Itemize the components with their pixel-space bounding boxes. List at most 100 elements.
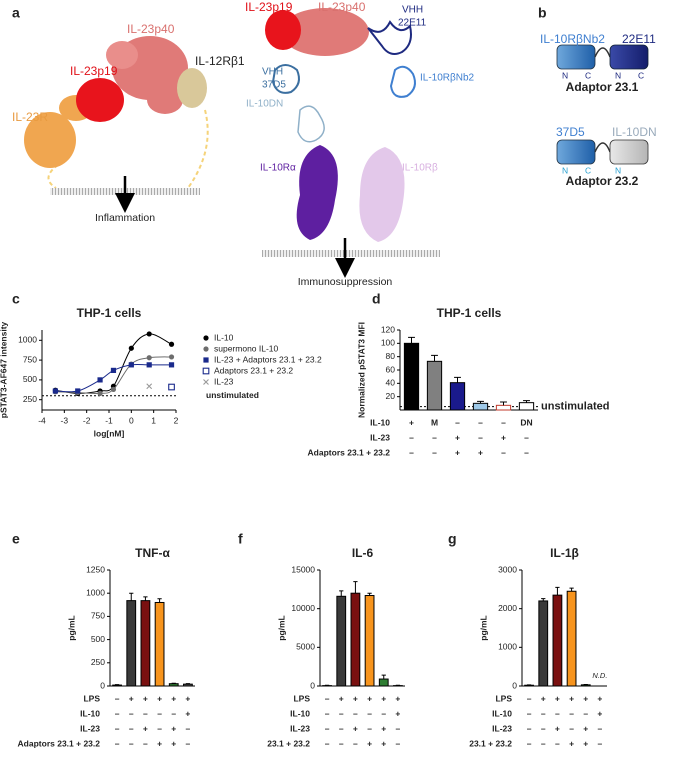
y-tick-label: 250 — [23, 394, 37, 404]
point — [110, 386, 117, 393]
condition-mark: – — [325, 693, 330, 703]
condition-mark: + — [541, 693, 546, 703]
condition-mark: – — [409, 447, 414, 457]
caption: Inflammation — [95, 212, 155, 224]
label: IL-23p19 — [245, 0, 293, 14]
condition-mark: – — [527, 738, 532, 748]
label: 22E11 — [398, 18, 427, 29]
y-axis-label: pg/mL — [66, 615, 76, 641]
y-tick-label: 60 — [386, 364, 396, 374]
legend-marker — [203, 346, 209, 352]
condition-mark: – — [381, 708, 386, 718]
point — [168, 362, 175, 368]
x-tick-label: 1 — [151, 415, 156, 425]
error-bar — [523, 400, 530, 403]
condition-mark: – — [555, 738, 560, 748]
bar — [552, 594, 563, 687]
condition-mark: – — [583, 708, 588, 718]
condition-mark: + — [569, 693, 574, 703]
panel-label: g — [448, 531, 457, 547]
condition-label: IL-23 — [492, 723, 512, 733]
condition-mark: – — [478, 417, 483, 427]
condition-mark: + — [157, 738, 162, 748]
legend-label: supermono IL-10 — [214, 343, 279, 353]
bar — [364, 595, 375, 687]
terminus: N — [615, 70, 621, 80]
error-bar — [555, 586, 560, 596]
y-tick-label: 10000 — [291, 603, 315, 613]
legend-label: IL-23 + Adaptors 23.1 + 23.2 — [214, 354, 322, 364]
y-tick-label: 3000 — [498, 564, 517, 574]
condition-mark: + — [381, 693, 386, 703]
y-tick-label: 750 — [91, 611, 105, 621]
condition-mark: – — [115, 708, 120, 718]
condition-mark: – — [325, 738, 330, 748]
error-bar — [431, 354, 438, 362]
condition-mark: – — [186, 738, 191, 748]
y-axis-label: Normalized pSTAT3 MFI — [356, 322, 366, 418]
error-bar — [500, 401, 507, 406]
error-bar — [569, 587, 574, 592]
condition-label: LPS — [293, 693, 310, 703]
point — [146, 362, 152, 368]
bar — [112, 684, 122, 687]
condition-mark: + — [143, 723, 148, 733]
point — [52, 388, 58, 394]
label: IL-10Rα — [260, 163, 296, 174]
label: 37D5 — [262, 80, 286, 91]
condition-mark: – — [501, 447, 506, 457]
bar — [518, 402, 535, 411]
label: IL-23p19 — [70, 64, 118, 78]
panel-label: c — [12, 291, 20, 307]
condition-mark: + — [129, 693, 134, 703]
condition-mark: + — [157, 693, 162, 703]
y-tick-label: 1250 — [86, 564, 105, 574]
condition-mark: + — [367, 738, 372, 748]
condition-mark: + — [171, 738, 176, 748]
terminus: N — [615, 165, 621, 175]
domain-label: 22E11 — [622, 32, 656, 46]
condition-mark: – — [339, 708, 344, 718]
point — [168, 383, 175, 391]
condition-mark: – — [598, 738, 603, 748]
bar — [495, 404, 512, 411]
point — [75, 388, 81, 394]
condition-mark: – — [143, 708, 148, 718]
y-tick-label: 0 — [512, 680, 517, 690]
condition-mark: – — [598, 723, 603, 733]
error-bar — [381, 674, 386, 680]
structure-left — [24, 36, 209, 213]
label: IL-23R — [12, 110, 48, 124]
y-tick-label: 500 — [91, 634, 105, 644]
bar — [580, 684, 591, 687]
error-bar — [367, 592, 372, 596]
y-tick-label: 40 — [386, 378, 396, 388]
condition-mark: – — [115, 723, 120, 733]
legend-label: IL-10 — [214, 332, 234, 342]
error-bar — [129, 592, 134, 601]
condition-mark: + — [597, 693, 602, 703]
condition-mark: – — [478, 432, 483, 442]
error-bar — [541, 598, 546, 601]
y-tick-label: 1000 — [86, 587, 105, 597]
adaptor-name: Adaptor 23.1 — [566, 80, 639, 94]
bar — [168, 683, 179, 687]
label: IL-10RβNb2 — [420, 73, 475, 84]
condition-mark: + — [455, 447, 460, 457]
condition-mark: + — [409, 417, 414, 427]
y-axis-label: pg/mL — [478, 615, 488, 641]
bar — [378, 678, 389, 687]
point — [168, 341, 175, 347]
y-tick-label: 0 — [100, 680, 105, 690]
chart-title: THP-1 cells — [437, 306, 502, 320]
terminus: C — [585, 165, 591, 175]
condition-mark: + — [395, 693, 400, 703]
condition-mark: + — [597, 708, 602, 718]
y-axis-label: pg/mL — [276, 615, 286, 641]
label: VHH — [402, 5, 423, 16]
condition-mark: – — [129, 708, 134, 718]
condition-label: IL-10 — [80, 708, 100, 718]
error-bar — [454, 376, 461, 383]
domain-label: IL-10RβNb2 — [540, 32, 605, 46]
